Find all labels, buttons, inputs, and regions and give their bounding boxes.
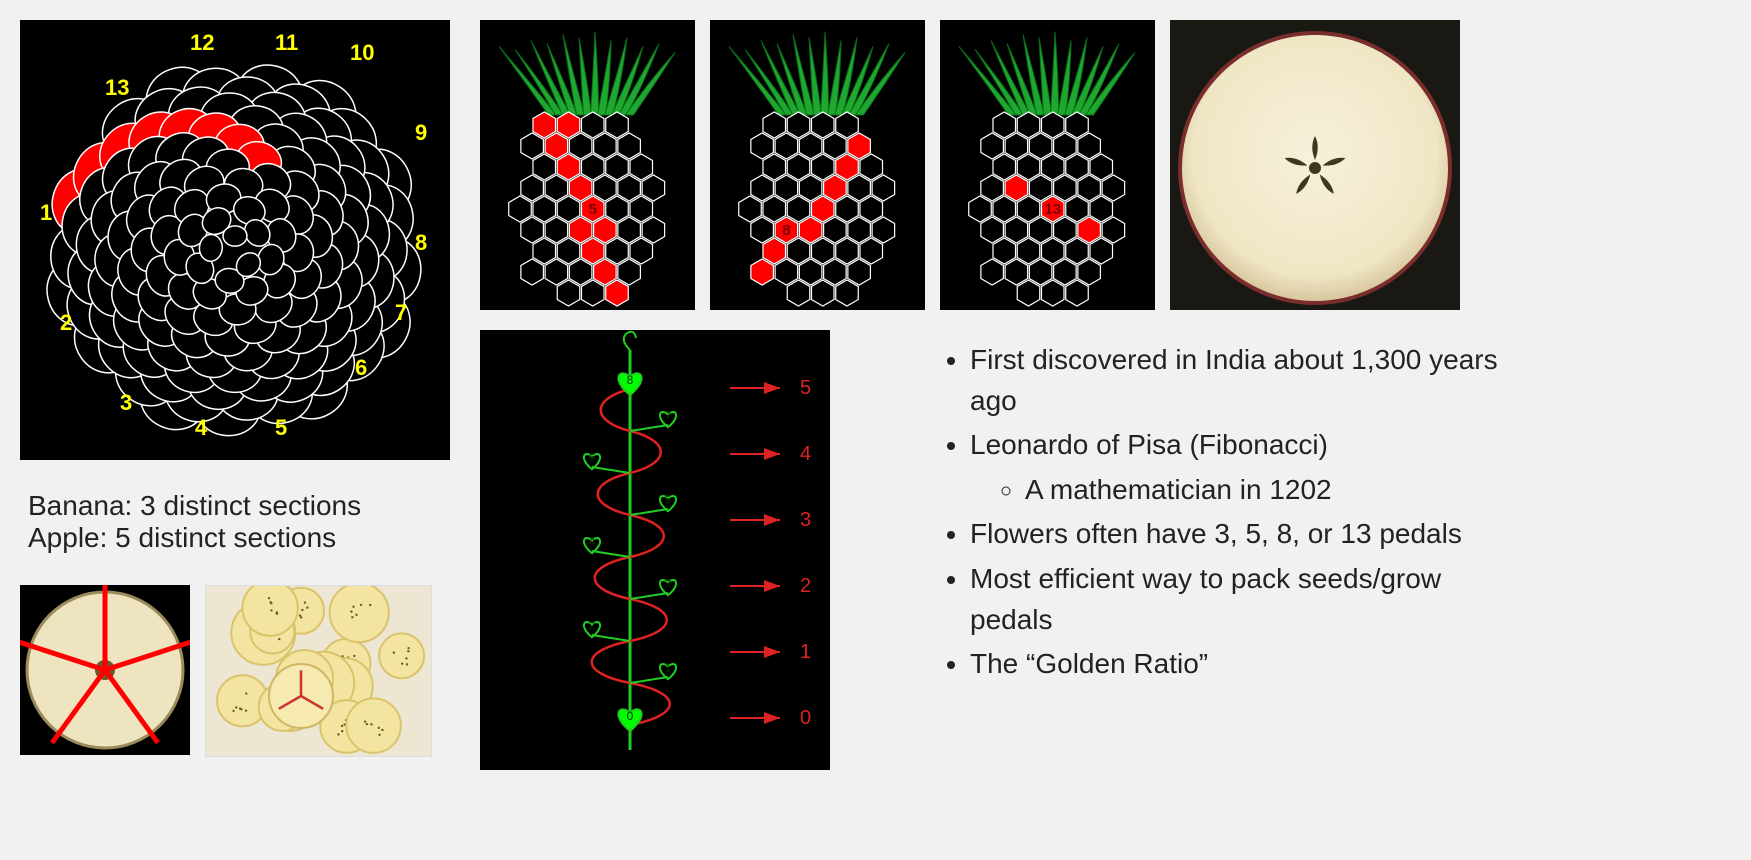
facts-list: First discovered in India about 1,300 ye… (940, 340, 1520, 689)
svg-text:5: 5 (275, 415, 287, 440)
fruit-sections-caption: Banana: 3 distinct sections Apple: 5 dis… (28, 490, 361, 554)
apple-large-svg (1170, 20, 1460, 310)
svg-text:9: 9 (415, 120, 427, 145)
apple-large-panel (1170, 20, 1460, 310)
svg-text:12: 12 (190, 30, 214, 55)
bullet-2: Leonardo of Pisa (Fibonacci) (970, 425, 1520, 466)
apple-sections-svg (20, 585, 190, 755)
svg-text:7: 7 (665, 409, 672, 423)
banana-slices-panel (205, 585, 432, 757)
svg-text:8: 8 (782, 222, 790, 239)
bullet-1: First discovered in India about 1,300 ye… (970, 340, 1520, 421)
apple-sections-panel (20, 585, 190, 755)
svg-text:2: 2 (800, 575, 811, 597)
svg-text:3: 3 (120, 390, 132, 415)
bullet-3: Flowers often have 3, 5, 8, or 13 pedals (970, 514, 1520, 555)
svg-text:10: 10 (350, 40, 374, 65)
svg-text:2: 2 (60, 310, 72, 335)
pineapple-svg-3: 13 (940, 20, 1155, 310)
svg-text:4: 4 (589, 535, 596, 549)
svg-text:11: 11 (275, 30, 298, 55)
svg-text:8: 8 (627, 373, 634, 387)
pineapple-panel-3: 13 (940, 20, 1155, 310)
banana-caption: Banana: 3 distinct sections (28, 490, 361, 522)
svg-text:0: 0 (800, 707, 811, 729)
pineapple-panel-1: 5 (480, 20, 695, 310)
svg-text:8: 8 (415, 230, 427, 255)
stem-spiral-svg: 0 1 2 3 4 5 6 7 8 5 4 3 2 1 0 (480, 330, 830, 770)
pineapple-panel-2: 8 (710, 20, 925, 310)
svg-text:6: 6 (589, 451, 596, 465)
svg-text:3: 3 (665, 577, 672, 591)
svg-text:1: 1 (40, 200, 52, 225)
pineapple-svg-2: 8 (710, 20, 925, 310)
svg-text:5: 5 (800, 377, 811, 399)
flower-phyllotaxis-svg: 12345678910111213 (20, 20, 450, 460)
svg-text:13: 13 (1044, 201, 1061, 218)
stem-spiral-panel: 0 1 2 3 4 5 6 7 8 5 4 3 2 1 0 (480, 330, 830, 770)
svg-text:13: 13 (105, 75, 129, 100)
bullet-4: Most efficient way to pack seeds/grow pe… (970, 559, 1520, 640)
pineapple-svg-1: 5 (480, 20, 695, 310)
svg-text:0: 0 (627, 709, 634, 723)
banana-slices-svg (206, 586, 431, 756)
svg-text:4: 4 (195, 415, 208, 440)
svg-text:4: 4 (800, 443, 811, 465)
apple-caption: Apple: 5 distinct sections (28, 522, 361, 554)
flower-phyllotaxis-panel: 12345678910111213 (20, 20, 450, 460)
svg-text:3: 3 (800, 509, 811, 531)
svg-text:5: 5 (665, 493, 672, 507)
svg-text:1: 1 (665, 661, 672, 675)
svg-text:5: 5 (589, 201, 597, 218)
bullet-5: The “Golden Ratio” (970, 644, 1520, 685)
svg-text:1: 1 (800, 641, 811, 663)
svg-text:6: 6 (355, 355, 367, 380)
svg-text:2: 2 (589, 619, 596, 633)
svg-text:7: 7 (395, 300, 407, 325)
bullet-2-sub: A mathematician in 1202 (1025, 470, 1520, 511)
